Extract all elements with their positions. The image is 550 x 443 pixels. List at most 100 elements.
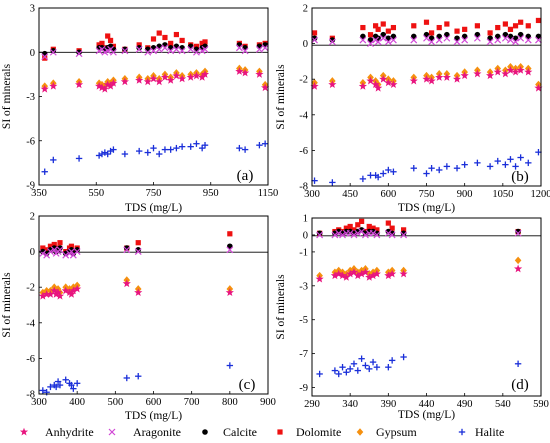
point-calcite bbox=[74, 247, 80, 253]
y-tick-label: -7 bbox=[299, 349, 308, 360]
point-calcite bbox=[162, 42, 168, 48]
point-halite bbox=[167, 146, 174, 153]
point-anhydrite bbox=[109, 78, 118, 87]
point-aragonite bbox=[49, 48, 57, 56]
point-calcite bbox=[156, 43, 163, 50]
point-dolomite bbox=[512, 23, 519, 29]
point-aragonite bbox=[178, 47, 186, 55]
point-halite bbox=[178, 143, 186, 150]
point-calcite bbox=[50, 47, 57, 54]
point-halite bbox=[47, 383, 54, 391]
point-halite bbox=[241, 146, 249, 153]
point-calcite bbox=[123, 245, 130, 251]
point-halite bbox=[346, 365, 354, 373]
point-halite bbox=[226, 362, 234, 369]
point-calcite bbox=[242, 45, 248, 51]
point-anhydrite bbox=[172, 71, 181, 80]
x-tick-label: 540 bbox=[495, 399, 511, 410]
point-dolomite bbox=[454, 28, 460, 34]
point-aragonite bbox=[423, 34, 430, 42]
panel-c-axis-ticks: 300 400 500 600 700 800 900 -8 -6 -4 -2 0 2 bbox=[26, 212, 276, 409]
point-halite bbox=[502, 161, 509, 168]
point-anhydrite bbox=[49, 81, 58, 90]
point-anhydrite bbox=[310, 82, 319, 90]
point-halite bbox=[75, 155, 83, 162]
y-tick-label: -2 bbox=[26, 283, 35, 294]
panel-b-axis-ticks: 300 450 600 750 900 1050 1200 -8 -6 -4 -2 0 2 bbox=[299, 4, 550, 201]
point-halite bbox=[390, 168, 397, 175]
point-anhydrite bbox=[100, 84, 109, 93]
point-halite bbox=[369, 358, 377, 366]
point-halite bbox=[201, 141, 209, 149]
y-tick-label: 0 bbox=[303, 39, 308, 50]
point-dolomite bbox=[444, 21, 450, 27]
point-dolomite bbox=[150, 36, 157, 42]
gypsum-marker-icon bbox=[356, 428, 364, 436]
panel-a: 350 550 750 950 1150 -9 -6 -3 0 3 TDS (mg/L) SI o… bbox=[1, 4, 278, 215]
point-anhydrite bbox=[241, 68, 250, 77]
point-anhydrite bbox=[366, 76, 375, 85]
point-calcite bbox=[515, 228, 521, 235]
point-dolomite bbox=[487, 30, 493, 36]
point-anhydrite bbox=[255, 70, 264, 78]
point-dolomite bbox=[351, 227, 357, 233]
panel-b: 300 450 600 750 900 1050 1200 -8 -6 -4 -2 0 2 TDS (m… bbox=[275, 4, 550, 215]
point-halite bbox=[150, 144, 157, 152]
point-aragonite bbox=[150, 47, 157, 55]
y-tick-label: 0 bbox=[303, 230, 308, 241]
point-halite bbox=[373, 363, 381, 371]
point-anhydrite bbox=[178, 74, 187, 83]
point-aragonite bbox=[346, 229, 354, 237]
point-calcite bbox=[179, 45, 185, 51]
point-halite bbox=[453, 165, 461, 172]
point-anhydrite bbox=[361, 267, 370, 276]
point-aragonite bbox=[235, 44, 243, 52]
point-anhydrite bbox=[368, 271, 378, 280]
point-anhydrite bbox=[422, 74, 431, 83]
point-aragonite bbox=[494, 36, 502, 44]
point-halite bbox=[359, 175, 367, 183]
point-halite bbox=[39, 387, 47, 394]
point-anhydrite bbox=[338, 271, 347, 280]
panel-c-xlabel: TDS (mg/L) bbox=[125, 410, 182, 422]
y-tick-label: -9 bbox=[26, 181, 35, 192]
legend-label: Calcite bbox=[223, 425, 257, 439]
point-calcite bbox=[193, 46, 200, 53]
point-aragonite bbox=[328, 38, 336, 46]
point-aragonite bbox=[384, 38, 392, 46]
y-tick-label: -6 bbox=[26, 354, 35, 365]
point-anhydrite bbox=[69, 286, 78, 295]
point-aragonite bbox=[461, 36, 469, 44]
point-anhydrite bbox=[511, 67, 520, 76]
x-tick-label: 700 bbox=[184, 397, 200, 408]
point-halite bbox=[494, 157, 501, 165]
point-aragonite bbox=[134, 248, 142, 256]
legend-item-calcite: Calcite bbox=[202, 425, 257, 439]
point-aragonite bbox=[56, 246, 64, 254]
point-halite bbox=[50, 156, 57, 164]
point-anhydrite bbox=[143, 77, 152, 86]
legend-item-aragonite: Aragonite bbox=[108, 425, 181, 439]
point-dolomite bbox=[462, 26, 468, 32]
legend-label: Dolomite bbox=[296, 425, 341, 439]
point-halite bbox=[73, 380, 81, 387]
x-tick-label: 1150 bbox=[258, 188, 279, 199]
point-calcite bbox=[135, 247, 142, 253]
x-tick-label: 500 bbox=[107, 397, 123, 408]
point-anhydrite bbox=[328, 80, 337, 89]
point-halite bbox=[41, 168, 48, 175]
point-dolomite bbox=[502, 21, 508, 27]
point-dolomite bbox=[474, 23, 480, 29]
panel-c-ylabel: SI of minerals bbox=[1, 272, 13, 338]
point-calcite bbox=[76, 49, 82, 56]
point-dolomite bbox=[156, 30, 162, 36]
x-tick-label: 440 bbox=[419, 399, 435, 410]
point-aragonite bbox=[75, 50, 83, 58]
y-tick-label: 1 bbox=[303, 214, 308, 225]
point-dolomite bbox=[343, 225, 349, 231]
panel-b-marks bbox=[310, 17, 543, 186]
point-aragonite bbox=[524, 36, 532, 44]
point-halite bbox=[198, 144, 206, 152]
point-aragonite bbox=[226, 246, 234, 254]
